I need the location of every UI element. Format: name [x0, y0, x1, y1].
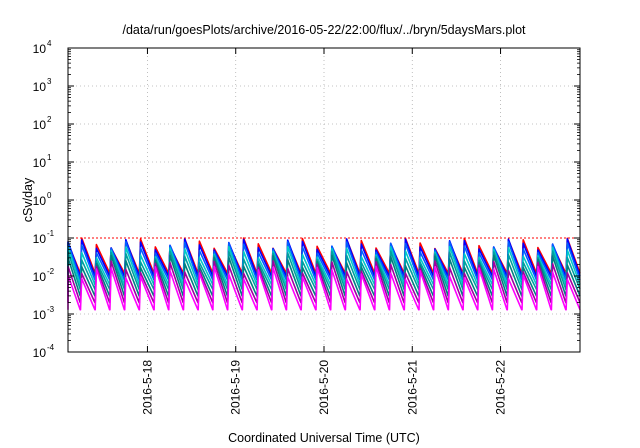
- y-tick-exponent: 0: [47, 191, 52, 200]
- series-group: [67, 237, 581, 311]
- y-tick-label: 10: [33, 118, 47, 132]
- y-tick-exponent: 2: [47, 115, 52, 124]
- y-tick-label: 10: [33, 270, 47, 284]
- y-tick-label: 10: [33, 156, 47, 170]
- grid: [68, 48, 580, 352]
- x-axis-label: Coordinated Universal Time (UTC): [228, 431, 420, 445]
- y-tick-exponent: 4: [47, 39, 52, 48]
- x-tick-label: 2016-5-20: [317, 360, 331, 415]
- x-tick-label: 2016-5-19: [229, 360, 243, 415]
- y-tick-label: 10: [33, 346, 47, 360]
- series-line: [67, 265, 581, 311]
- y-axis-label: cSv/day: [21, 177, 35, 222]
- y-tick-exponent: -1: [47, 229, 55, 238]
- x-tick-label: 2016-5-22: [494, 360, 508, 415]
- x-tick-label: 2016-5-18: [140, 360, 154, 415]
- y-tick-exponent: -4: [47, 343, 55, 352]
- y-tick-exponent: -2: [47, 267, 55, 276]
- y-tick-exponent: -3: [47, 305, 55, 314]
- chart-title: /data/run/goesPlots/archive/2016-05-22/2…: [122, 23, 526, 37]
- y-tick-label: 10: [33, 308, 47, 322]
- x-tick-label: 2016-5-21: [405, 360, 419, 415]
- y-tick-exponent: 1: [47, 153, 52, 162]
- y-tick-label: 10: [33, 232, 47, 246]
- y-tick-exponent: 3: [47, 77, 52, 86]
- x-axis: 2016-5-18 2016-5-19 2016-5-20 2016-5-21 2016…: [140, 48, 508, 415]
- y-tick-label: 10: [33, 42, 47, 56]
- y-tick-label: 10: [33, 80, 47, 94]
- y-tick-label: 10: [33, 194, 47, 208]
